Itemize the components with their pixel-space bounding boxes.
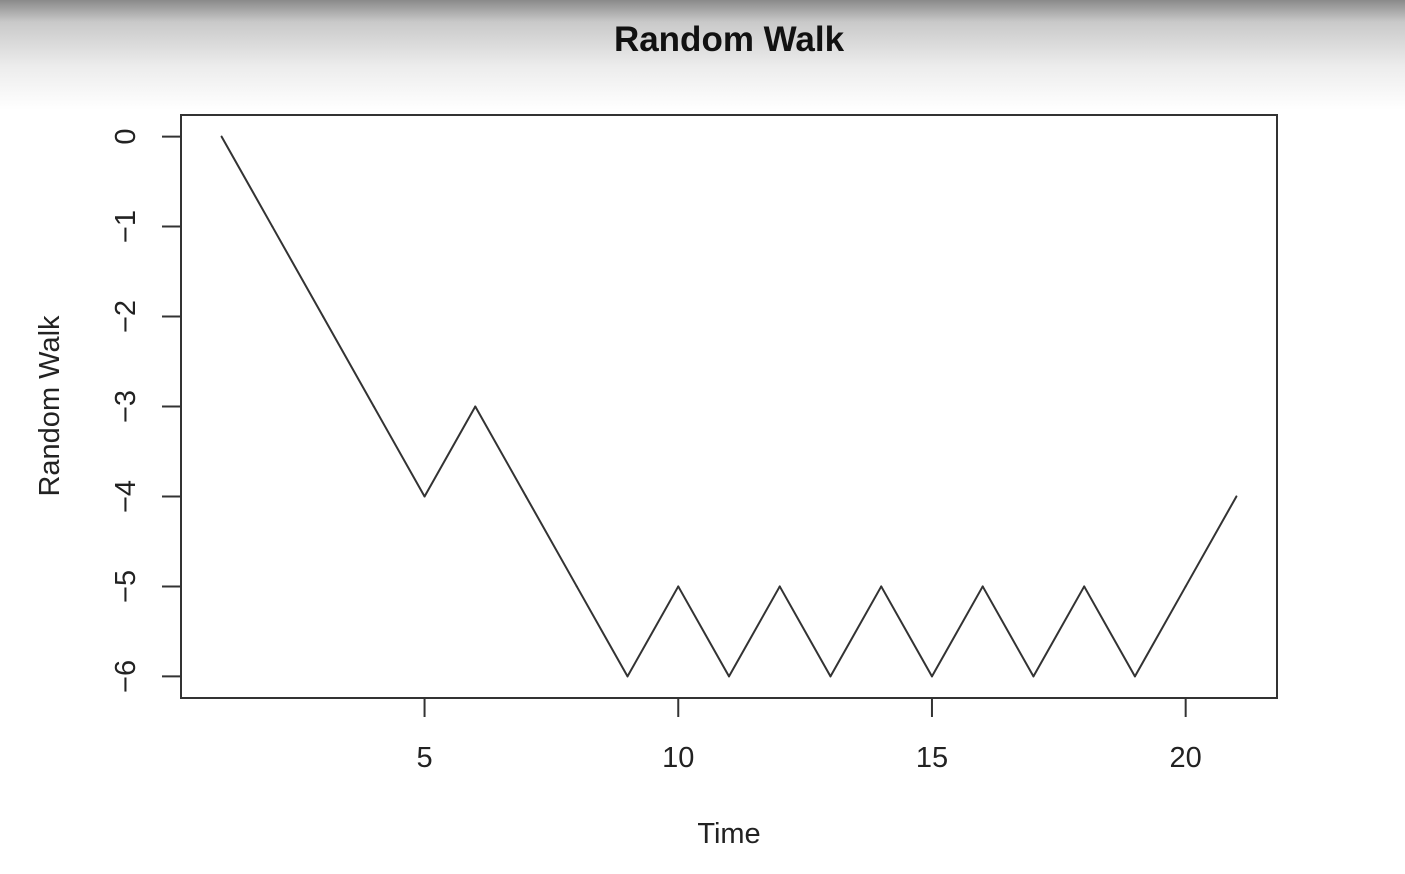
x-tick-label-10: 10 [662,742,694,774]
x-axis: 5 10 15 20 [416,698,1201,774]
x-tick-label-5: 5 [416,742,432,774]
series-0-segment-10 [678,586,729,676]
series-group [222,137,1237,677]
chart-title: Random Walk [614,20,845,59]
y-tick-label-0: 0 [110,129,142,145]
y-axis-label: Random Walk [34,315,66,497]
series-0-segment-7 [526,496,577,586]
series-0-segment-2 [272,227,323,317]
series-0-segment-8 [577,586,628,676]
y-tick-label-neg6: −6 [110,660,142,693]
series-0-segment-4 [374,407,425,497]
series-0-segment-17 [1033,586,1084,676]
series-0-segment-15 [932,586,983,676]
series-0-segment-6 [475,407,526,497]
x-axis-label: Time [697,818,760,850]
series-0-segment-19 [1135,586,1186,676]
series-0-segment-5 [425,407,476,497]
y-tick-label-neg2: −2 [110,300,142,333]
y-tick-label-neg5: −5 [110,570,142,603]
series-0-segment-11 [729,586,780,676]
series-0-segment-13 [830,586,881,676]
plot-frame [181,115,1277,698]
series-0-segment-9 [628,586,679,676]
y-tick-label-neg4: −4 [110,480,142,513]
series-0-segment-14 [881,586,932,676]
series-0-segment-16 [983,586,1034,676]
x-tick-label-15: 15 [916,742,948,774]
series-0-segment-18 [1084,586,1135,676]
y-axis: 0 −1 −2 −3 −4 −5 −6 [110,129,181,693]
series-0-segment-3 [323,317,374,407]
series-0-segment-20 [1186,496,1237,586]
y-tick-label-neg3: −3 [110,390,142,423]
x-tick-label-20: 20 [1170,742,1202,774]
series-0-segment-1 [222,137,273,227]
series-0-segment-12 [780,586,831,676]
y-tick-label-neg1: −1 [110,210,142,243]
